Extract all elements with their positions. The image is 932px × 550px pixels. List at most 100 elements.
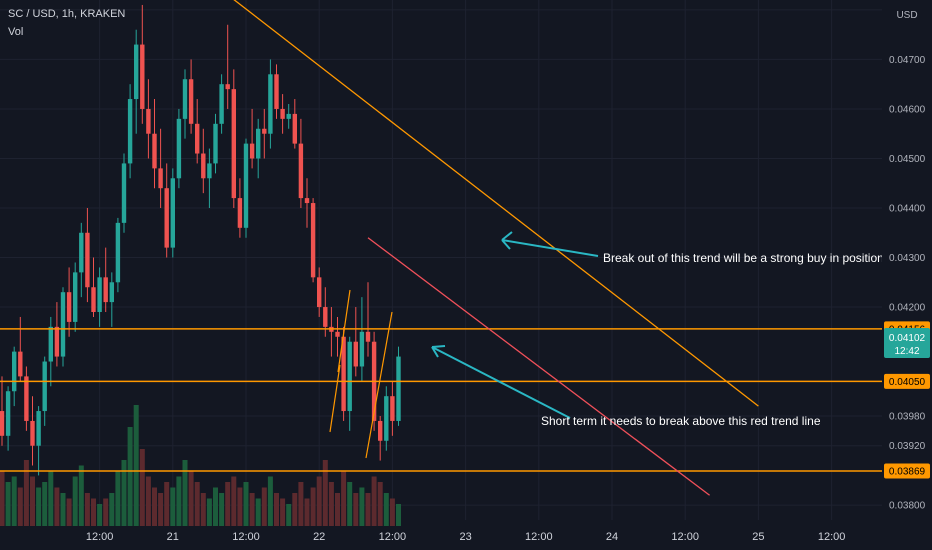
candle-body-33[interactable] [201,153,206,179]
candle-body-10[interactable] [60,292,66,357]
candle-body-59[interactable] [359,331,365,367]
candle-body-17[interactable] [103,277,108,303]
candle-body-58[interactable] [353,341,358,367]
volume-bar-63 [383,493,389,526]
time-tick-2: 12:00 [232,531,260,543]
price-tick-9: 0.04700 [889,55,926,66]
volume-bar-48 [292,493,298,526]
candle-body-34[interactable] [207,163,212,179]
candle-body-45[interactable] [274,74,279,109]
flag-line-lower[interactable] [329,364,341,433]
candle-body-2[interactable] [12,351,17,392]
candle-body-40[interactable] [243,143,249,228]
candle-body-57[interactable] [347,341,352,412]
candle-body-15[interactable] [91,287,96,312]
candle-body-0[interactable] [0,411,5,436]
volume-bar-26 [158,493,164,526]
red-trend-line[interactable] [367,237,710,496]
annotation-red: Short term it needs to break above this … [541,414,821,428]
candle-body-47[interactable] [286,113,291,119]
candle-body-29[interactable] [176,118,182,179]
svg-text:0.03869: 0.03869 [889,466,926,477]
candle-body-51[interactable] [310,203,316,278]
volume-bar-47 [286,504,292,526]
candle-body-36[interactable] [219,84,224,124]
candle-body-31[interactable] [188,79,194,124]
candle-body-23[interactable] [140,44,145,109]
candle-body-5[interactable] [30,420,35,446]
candle-body-30[interactable] [182,79,188,119]
candle-body-37[interactable] [225,84,230,90]
volume-bar-18 [109,493,115,526]
volume-bar-51 [310,487,316,526]
arrow-to-red-line[interactable] [431,345,571,419]
candle-body-39[interactable] [237,198,243,228]
volume-bar-44 [267,476,273,526]
candle-body-53[interactable] [323,307,328,327]
volume-bar-34 [206,498,212,526]
candle-body-6[interactable] [36,411,41,446]
candle-body-50[interactable] [304,198,310,204]
candle-body-16[interactable] [97,277,102,312]
volume-bar-17 [103,498,109,526]
candle-body-11[interactable] [66,292,72,322]
flag-line-upper[interactable] [337,289,351,373]
volume-bar-25 [152,487,157,526]
candle-body-19[interactable] [115,222,121,283]
candle-body-8[interactable] [48,326,53,362]
candle-body-65[interactable] [396,356,401,421]
candle-body-48[interactable] [292,113,297,144]
candle-body-20[interactable] [121,163,127,223]
candle-body-52[interactable] [317,277,322,308]
volume-bar-49 [298,482,304,526]
candle-body-1[interactable] [5,391,11,436]
candle-body-14[interactable] [85,232,90,288]
flag-line-right[interactable] [365,311,393,459]
candle-body-44[interactable] [268,74,273,134]
candle-body-62[interactable] [378,420,383,441]
candle-body-28[interactable] [170,178,175,248]
price-tick-0: 0.03800 [889,501,926,512]
candle-body-7[interactable] [42,361,47,412]
candle-body-55[interactable] [335,331,340,337]
candle-body-63[interactable] [384,396,389,441]
candle-body-3[interactable] [18,351,23,377]
time-tick-1: 21 [167,531,179,543]
candlesticks[interactable] [0,4,401,476]
candle-body-24[interactable] [146,108,151,134]
level-tag-0405: 0.04050 [884,373,930,389]
volume-bar-19 [115,471,121,526]
candle-body-49[interactable] [298,143,304,199]
candle-body-32[interactable] [195,123,200,154]
time-axis[interactable]: 12:00 21 12:00 22 12:00 23 12:00 24 12:00 25 12:00 [86,531,846,543]
candle-body-43[interactable] [262,128,267,134]
price-axis[interactable] [882,0,932,520]
volume-bar-65 [396,504,401,526]
time-tick-6: 12:00 [525,531,553,543]
orange-trend-line[interactable] [222,0,759,407]
candle-body-42[interactable] [256,128,261,159]
volume-bar-57 [347,482,353,526]
candle-body-35[interactable] [213,123,218,164]
candle-body-9[interactable] [54,326,60,357]
candle-body-27[interactable] [164,188,169,248]
candle-body-13[interactable] [79,232,84,273]
volume-bar-52 [316,476,322,526]
candle-body-18[interactable] [109,282,114,303]
candle-body-60[interactable] [365,331,371,342]
candle-body-25[interactable] [152,133,157,169]
candle-body-12[interactable] [73,272,78,322]
candle-body-64[interactable] [390,396,395,421]
candle-body-21[interactable] [127,99,133,164]
candle-body-41[interactable] [249,143,255,159]
candle-body-46[interactable] [280,108,285,119]
volume-bar-24 [145,476,151,526]
candle-body-4[interactable] [24,376,29,421]
candle-body-26[interactable] [158,168,163,189]
candle-body-22[interactable] [134,44,139,100]
candle-body-56[interactable] [341,336,346,412]
candle-body-38[interactable] [231,89,236,199]
arrow-to-orange-line[interactable] [501,231,599,257]
volume-bar-11 [66,498,72,526]
